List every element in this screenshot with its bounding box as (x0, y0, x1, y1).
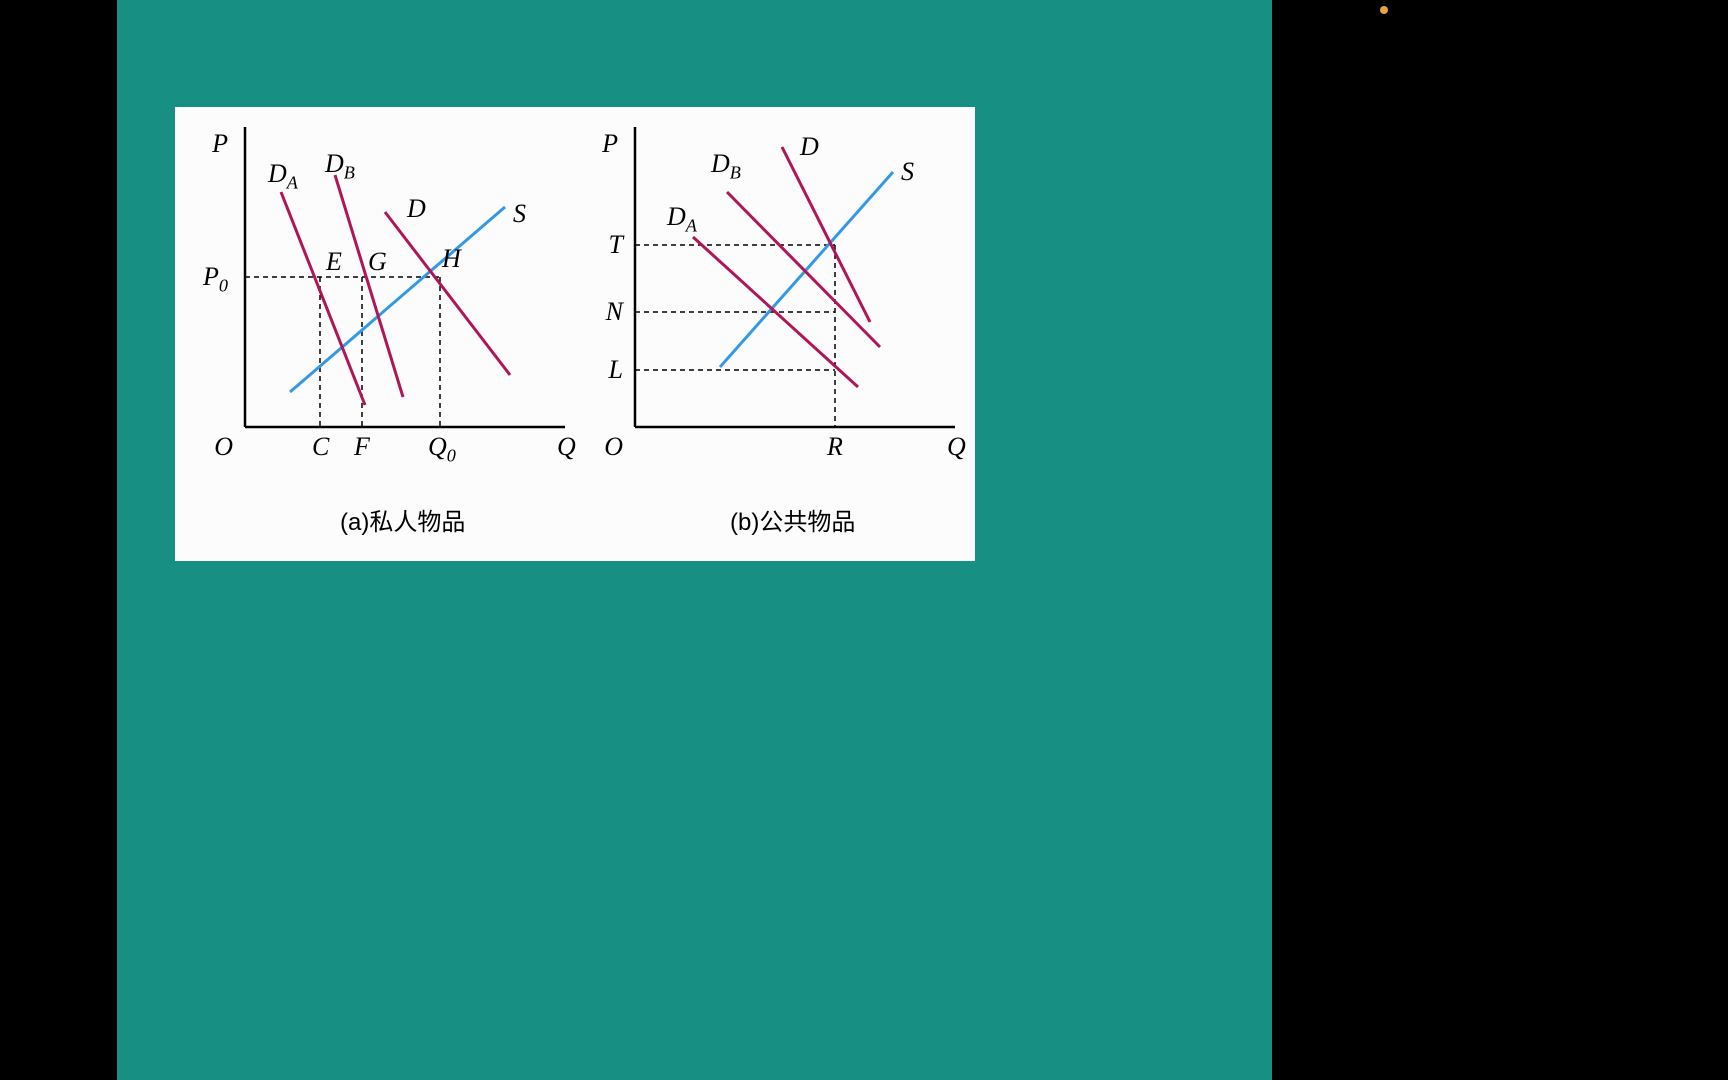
svg-text:DB: DB (324, 149, 355, 183)
svg-text:C: C (312, 432, 330, 461)
svg-text:Q0: Q0 (428, 432, 456, 466)
svg-text:Q: Q (947, 432, 966, 461)
svg-text:P: P (211, 129, 228, 158)
svg-text:F: F (353, 432, 371, 461)
svg-text:P0: P0 (202, 262, 228, 296)
svg-text:O: O (214, 432, 233, 461)
svg-text:L: L (608, 355, 623, 384)
chart-a: P Q O P0 DA DB D S EG H CF Q0 (185, 117, 585, 517)
svg-text:R: R (826, 432, 843, 461)
svg-text:G: G (368, 247, 387, 276)
chart-b: P Q O T NL R DA DB D S (575, 117, 975, 517)
svg-text:D: D (799, 132, 819, 161)
svg-text:D: D (406, 194, 426, 223)
recording-dot-icon (1380, 6, 1388, 14)
caption-b: (b)公共物品 (730, 502, 855, 537)
svg-text:DA: DA (666, 202, 698, 236)
svg-text:N: N (605, 297, 625, 326)
svg-text:Q: Q (557, 432, 576, 461)
svg-text:DA: DA (267, 159, 299, 193)
svg-text:H: H (441, 244, 462, 273)
svg-text:E: E (325, 247, 342, 276)
svg-text:P: P (601, 129, 618, 158)
svg-text:T: T (609, 230, 625, 259)
svg-text:S: S (513, 199, 526, 228)
svg-text:DB: DB (710, 149, 741, 183)
caption-a: (a)私人物品 (340, 502, 465, 537)
svg-text:S: S (901, 157, 914, 186)
svg-text:O: O (604, 432, 623, 461)
